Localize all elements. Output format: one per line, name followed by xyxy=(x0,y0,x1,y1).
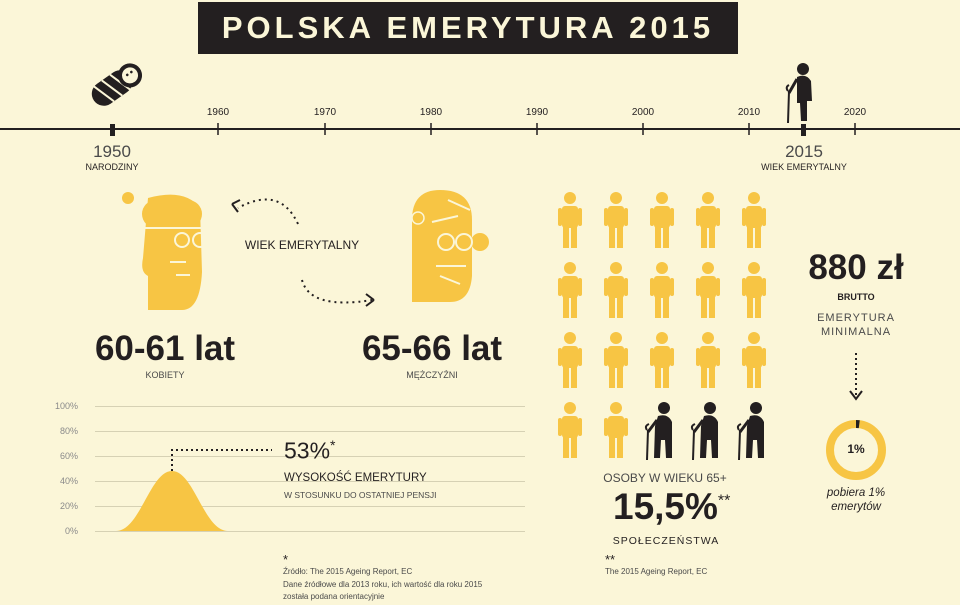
women-label: KOBIETY xyxy=(145,370,185,380)
min-pension-brutto: BRUTTO xyxy=(837,292,875,302)
donut-caption-1: pobiera 1% xyxy=(826,487,886,499)
person-icon xyxy=(742,332,766,388)
woman-head-icon xyxy=(122,192,208,310)
gridline xyxy=(95,531,525,532)
y-label-40: 40% xyxy=(60,476,79,486)
min-pension-label-1: EMERYTURA xyxy=(817,312,895,324)
person-icon xyxy=(696,262,720,318)
person-icon xyxy=(742,262,766,318)
donut-caption-2: emerytów xyxy=(831,501,881,513)
elderly-person-icon xyxy=(644,402,672,461)
arrow-to-women xyxy=(237,198,299,225)
person-icon xyxy=(604,192,628,248)
arrow-head-men xyxy=(365,293,375,307)
value-leader xyxy=(171,449,272,471)
person-icon xyxy=(650,192,674,248)
person-icon xyxy=(650,332,674,388)
men-label: MĘŻCZYŹNI xyxy=(406,370,458,380)
birth-marker xyxy=(110,124,115,136)
pension-value: 53%* xyxy=(284,437,336,464)
footnote-2-mark: ** xyxy=(605,552,616,567)
y-label-20: 20% xyxy=(60,501,79,511)
population-value: 15,5%** xyxy=(613,486,731,527)
timeline-tick-1960: 1960 xyxy=(206,107,230,118)
y-label-60: 60% xyxy=(60,451,79,461)
min-pension-label-2: MINIMALNA xyxy=(820,326,892,338)
donut-value: 1% xyxy=(847,442,865,456)
gridline xyxy=(95,431,525,432)
person-icon xyxy=(742,192,766,248)
person-icon xyxy=(696,332,720,388)
footnote-1-line-2: Dane źródłowe dla 2013 roku, ich wartość… xyxy=(283,580,483,589)
min-pension-graphic xyxy=(826,353,886,480)
pension-bell-chart xyxy=(116,449,272,531)
gridline xyxy=(95,456,525,457)
gridline xyxy=(95,506,525,507)
timeline-tick-1990: 1990 xyxy=(525,107,549,118)
footnote-1-mark: * xyxy=(283,552,289,567)
person-icon xyxy=(558,262,582,318)
person-icon xyxy=(604,332,628,388)
footnote-1-line-1: Źródło: The 2015 Ageing Report, EC xyxy=(283,567,413,576)
page-title: POLSKA EMERYTURA 2015 xyxy=(198,2,738,54)
person-icon xyxy=(696,192,720,248)
men-age: 65-66 lat xyxy=(361,329,503,368)
population-figures xyxy=(558,192,766,461)
pension-heading: WYSOKOŚĆ EMERYTURY xyxy=(284,472,427,484)
min-pension-amount: 880 zł xyxy=(808,248,904,287)
footnote-2-line-1: The 2015 Ageing Report, EC xyxy=(605,567,708,576)
elderly-person-icon xyxy=(736,402,764,461)
person-icon xyxy=(558,192,582,248)
y-label-100: 100% xyxy=(55,401,79,411)
elderly-person-icon xyxy=(690,402,718,461)
timeline xyxy=(0,63,960,136)
man-head-icon xyxy=(411,190,489,302)
retire-year: 2015 xyxy=(785,142,823,161)
birth-label: NARODZINY xyxy=(85,162,139,172)
timeline-tick-2010: 2010 xyxy=(737,107,761,118)
person-icon xyxy=(604,402,628,458)
arrow-head-women xyxy=(231,199,241,213)
person-icon xyxy=(558,402,582,458)
population-subheading: SPOŁECZEŃSTWA xyxy=(612,535,720,547)
timeline-tick-2000: 2000 xyxy=(631,107,655,118)
retire-label: WIEK EMERYTALNY xyxy=(761,162,847,172)
y-label-0: 0% xyxy=(65,526,79,536)
birth-year: 1950 xyxy=(93,142,131,161)
down-arrow-head xyxy=(849,390,863,401)
person-icon xyxy=(650,262,674,318)
retirement-age-center-label: WIEK EMERYTALNY xyxy=(244,238,360,252)
person-icon xyxy=(604,262,628,318)
timeline-tick-1980: 1980 xyxy=(419,107,443,118)
timeline-tick-2020: 2020 xyxy=(843,107,867,118)
women-age: 60-61 lat xyxy=(94,329,236,368)
footnote-1-line-3: została podana orientacyjnie xyxy=(283,592,385,601)
population-heading: OSOBY W WIEKU 65+ xyxy=(603,471,727,485)
retirement-age-graphics xyxy=(122,190,489,310)
y-label-80: 80% xyxy=(60,426,79,436)
timeline-tick-1970: 1970 xyxy=(313,107,337,118)
arrow-to-men xyxy=(301,279,373,304)
person-icon xyxy=(558,332,582,388)
retire-marker xyxy=(801,124,806,136)
baby-icon xyxy=(91,63,143,106)
elderly-man-icon xyxy=(785,63,812,124)
gridline xyxy=(95,406,525,407)
timeline-ticks xyxy=(217,123,856,135)
pension-subheading: W STOSUNKU DO OSTATNIEJ PENSJI xyxy=(284,490,437,500)
bell-curve xyxy=(116,471,228,531)
gridline xyxy=(95,481,525,482)
